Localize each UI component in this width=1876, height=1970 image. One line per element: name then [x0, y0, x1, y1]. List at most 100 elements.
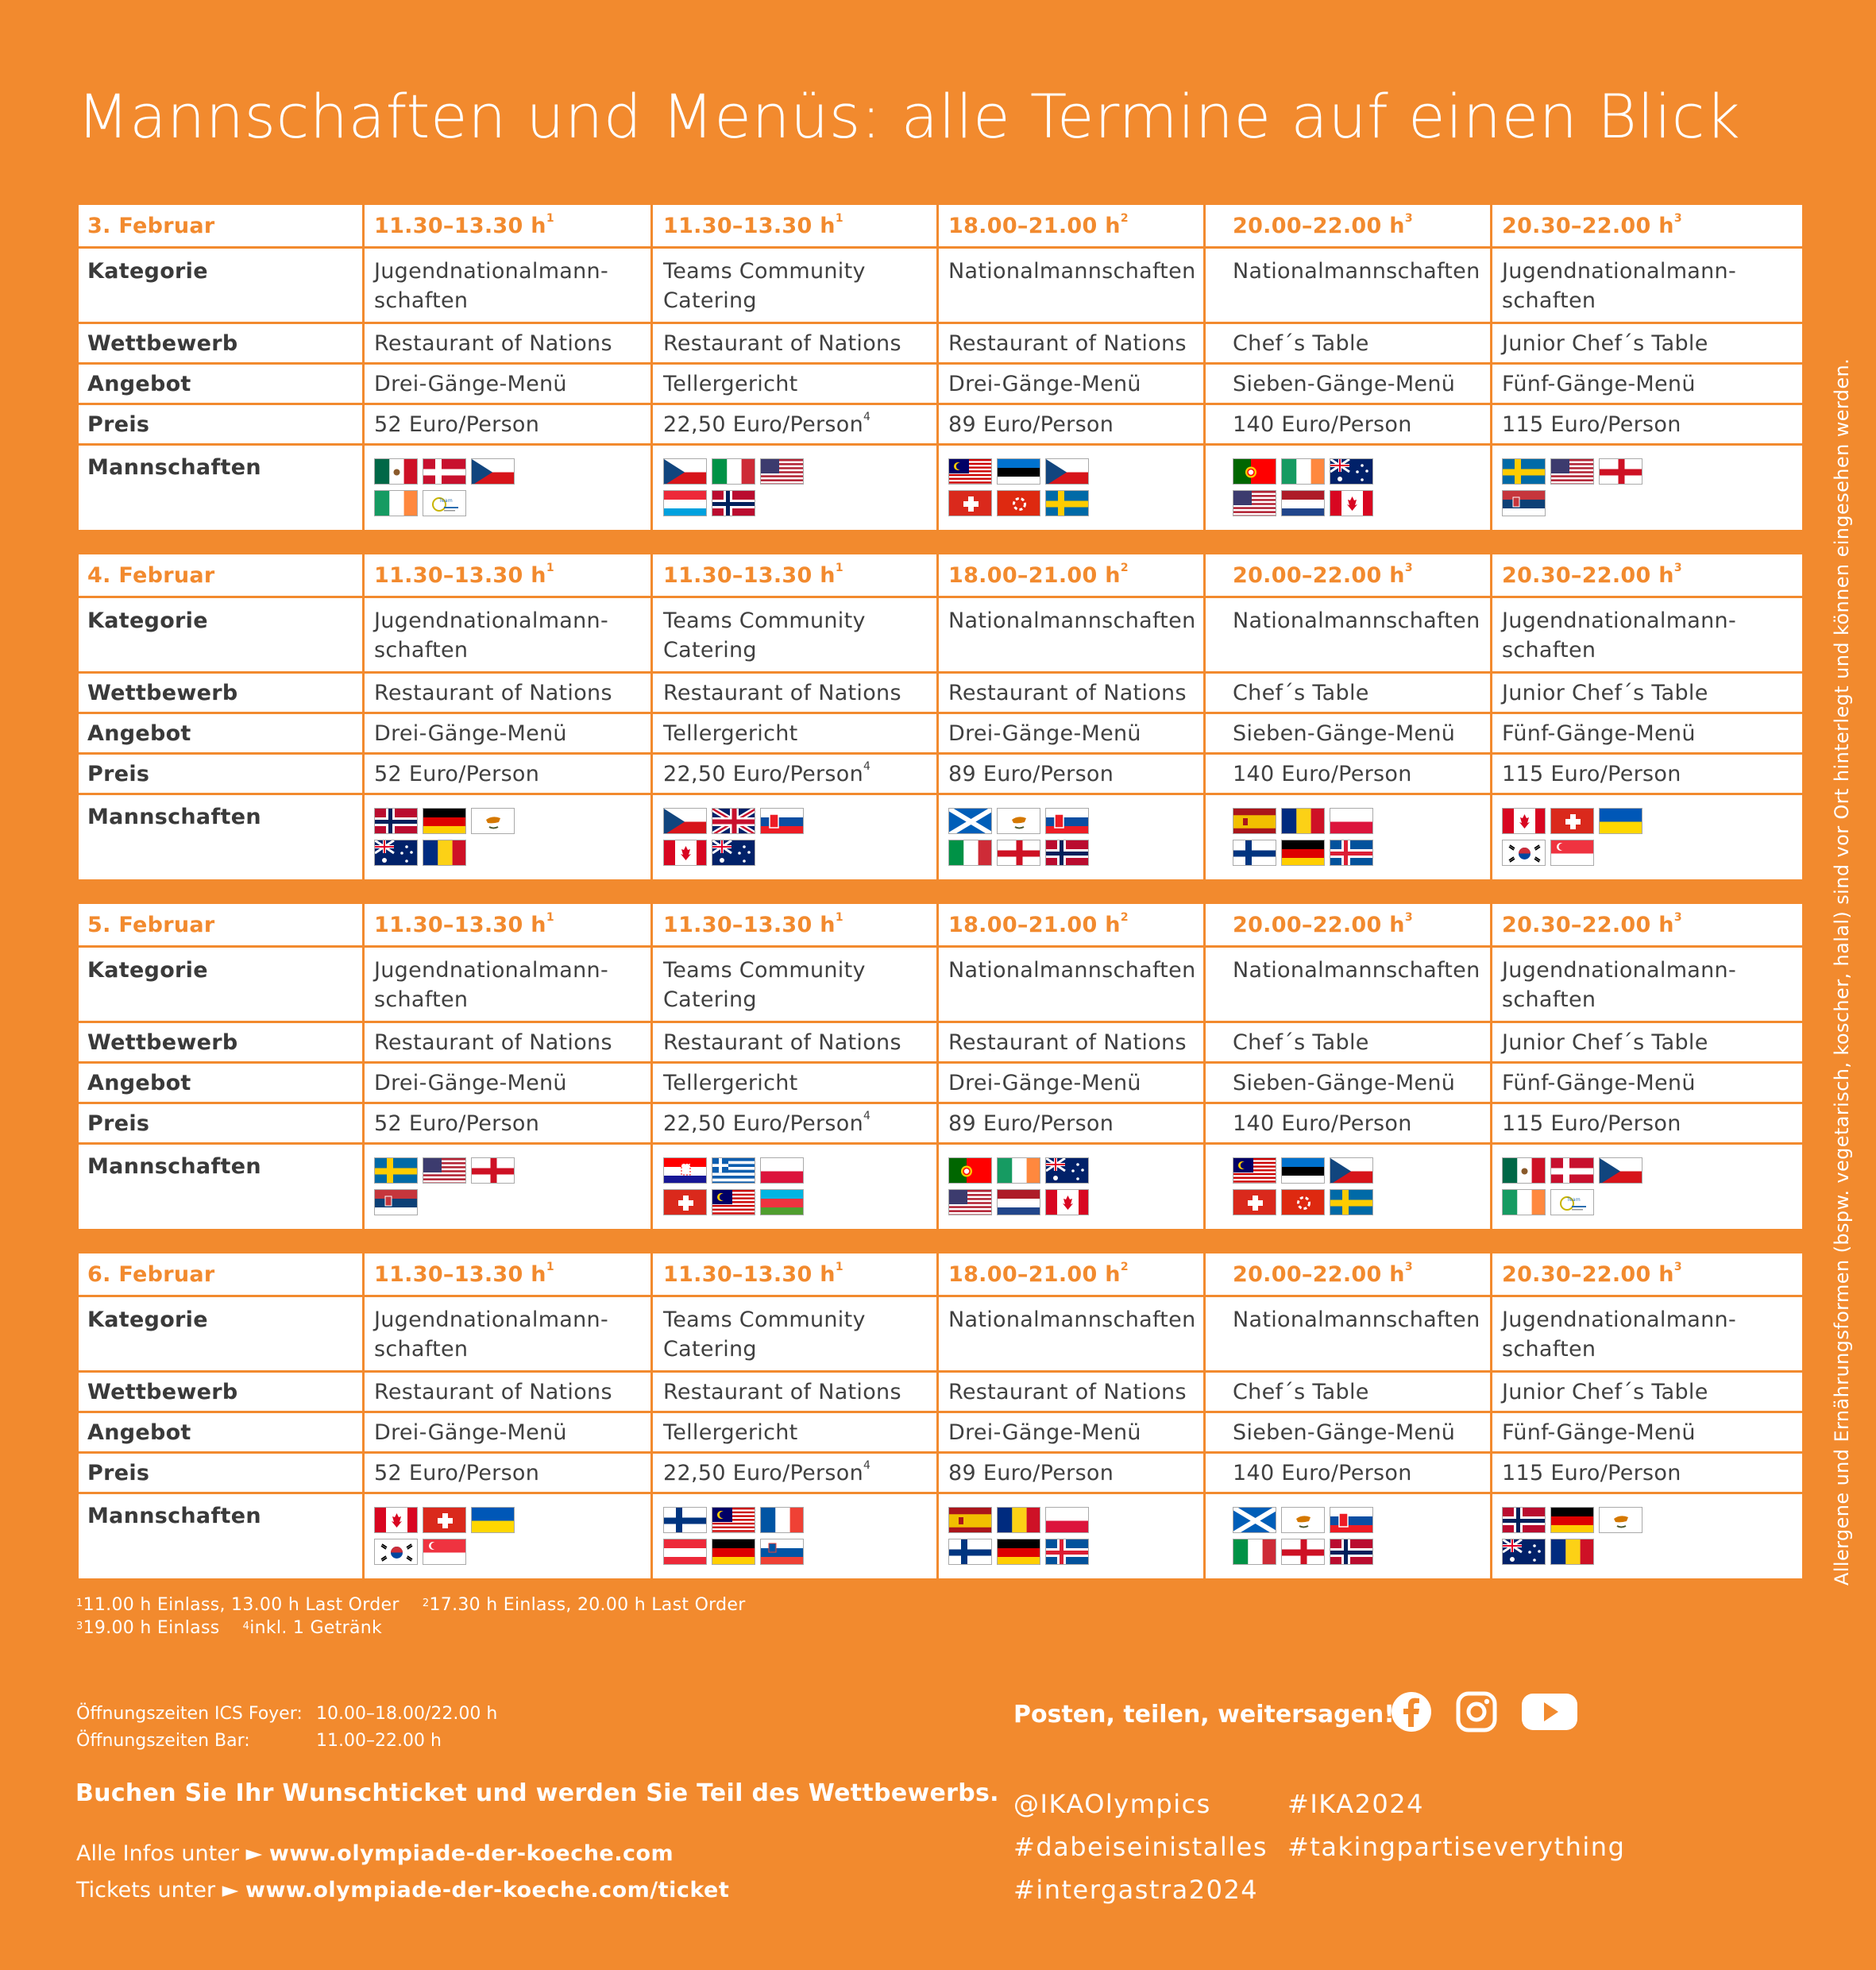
cell-wettbewerb: Junior Chef´s Table	[1490, 322, 1805, 365]
hashtag[interactable]: #IKA2024	[1287, 1789, 1424, 1819]
price-text: 115 Euro/Person	[1502, 1460, 1681, 1485]
cell-wettbewerb: Chef´s Table	[1203, 322, 1492, 365]
cell-preis: 22,50 Euro/Person4	[650, 752, 939, 795]
flag-sweden-icon	[1330, 1189, 1373, 1215]
flag-serbia-icon	[374, 1189, 418, 1215]
flag-poland-icon	[1330, 808, 1373, 834]
flag-sweden-icon	[1045, 490, 1089, 516]
row-wettbewerb: Wettbewerb Restaurant of Nations Restauran…	[76, 671, 1805, 714]
cell-kategorie: Nationalmannschaften	[1203, 945, 1492, 1023]
hashtag[interactable]: @IKAOlympics	[1013, 1789, 1211, 1819]
hashtag[interactable]: #takingpartiseverything	[1287, 1832, 1626, 1862]
cell-angebot: Fünf-Gänge-Menü	[1490, 362, 1805, 405]
cell-mannschaften	[1203, 443, 1492, 532]
cell-preis: 22,50 Euro/Person4	[650, 1451, 939, 1494]
bar-hours-value: 11.00–22.00 h	[316, 1731, 442, 1751]
flag-czech-icon	[1045, 458, 1089, 485]
price-text: 140 Euro/Person	[1233, 1460, 1412, 1485]
flag-switzerland-icon	[948, 490, 992, 516]
day-table: 4. Februar 11.30–13.30 h1 11.30–13.30 h1 18…	[76, 552, 1805, 882]
foyer-hours-value: 10.00–18.00/22.00 h	[316, 1704, 498, 1724]
flag-england-icon	[1281, 1539, 1325, 1565]
cell-wettbewerb: Restaurant of Nations	[936, 1370, 1206, 1413]
flag-canada-icon	[1502, 808, 1546, 834]
time-text: 11.30–13.30 h	[374, 562, 546, 588]
ticket-link[interactable]: www.olympiade-der-koeche.com/ticket	[245, 1878, 730, 1902]
row-label-mannschaften: Mannschaften	[76, 1142, 365, 1231]
row-preis: Preis 52 Euro/Person 22,50 Euro/Person4 89 …	[76, 403, 1805, 446]
cell-mannschaften	[1203, 793, 1492, 882]
row-label-kategorie: Kategorie	[76, 945, 365, 1023]
flag-italy-icon	[1233, 1539, 1276, 1565]
flag-portugal-icon	[948, 1157, 992, 1184]
cell-mannschaften	[650, 1492, 939, 1581]
flag-slovakia-icon	[1330, 1507, 1373, 1533]
time-text: 20.30–22.00 h	[1502, 912, 1674, 937]
flag-switzerland-icon	[423, 1507, 466, 1533]
footnote-mark: 3	[1404, 561, 1413, 574]
row-wettbewerb: Wettbewerb Restaurant of Nations Restauran…	[76, 1021, 1805, 1064]
flag-netherlands-icon	[997, 1189, 1040, 1215]
footnote-mark: 2	[1120, 1260, 1129, 1273]
slot-time: 20.00–22.00 h3	[1203, 552, 1492, 598]
slot-time: 18.00–21.00 h2	[936, 1251, 1206, 1297]
flag-cyprus-icon	[1599, 1507, 1642, 1533]
cell-wettbewerb: Restaurant of Nations	[362, 671, 653, 714]
cell-kategorie: Nationalmannschaften	[1203, 596, 1492, 674]
flag-australia-icon	[1330, 458, 1373, 485]
row-mannschaften: Mannschaften Team	[76, 443, 1805, 532]
hashtag[interactable]: #dabeiseinistalles	[1013, 1832, 1268, 1862]
flag-usa-icon	[948, 1189, 992, 1215]
footnote-mark: 1	[76, 1597, 83, 1609]
row-label-mannschaften: Mannschaften	[76, 1492, 365, 1581]
cell-mannschaften	[1203, 1492, 1492, 1581]
flag-malaysia-icon	[712, 1189, 755, 1215]
cell-angebot: Drei-Gänge-Menü	[936, 1061, 1206, 1104]
booking-callout: Buchen Sie Ihr Wunschticket und werden S…	[75, 1779, 999, 1807]
hashtag[interactable]: #intergastra2024	[1013, 1875, 1259, 1905]
info-label: Alle Infos unter	[76, 1841, 239, 1866]
slot-time: 20.00–22.00 h3	[1203, 203, 1492, 249]
youtube-icon[interactable]	[1520, 1690, 1579, 1733]
svg-text:Team: Team	[438, 498, 453, 504]
time-text: 20.00–22.00 h	[1233, 562, 1405, 588]
slot-time: 11.30–13.30 h1	[650, 203, 939, 249]
facebook-icon[interactable]	[1390, 1690, 1433, 1733]
footnote-mark: 1	[835, 211, 843, 225]
instagram-icon[interactable]	[1455, 1690, 1498, 1733]
flag-netherlands-icon	[1281, 490, 1325, 516]
cell-wettbewerb: Restaurant of Nations	[362, 1370, 653, 1413]
cell-angebot: Sieben-Gänge-Menü	[1203, 712, 1492, 755]
flag-scotland-icon	[1233, 1507, 1276, 1533]
footnote-mark: 1	[835, 1260, 843, 1273]
flag-slovakia-icon	[760, 808, 804, 834]
flag-australia-icon	[712, 840, 755, 866]
cell-angebot: Sieben-Gänge-Menü	[1203, 362, 1492, 405]
cell-mannschaften	[936, 1142, 1206, 1231]
flag-singapore-icon	[423, 1539, 466, 1565]
cell-angebot: Tellergericht	[650, 362, 939, 405]
cell-kategorie: Jugendnationalmann-schaften	[1490, 596, 1805, 674]
cell-mannschaften	[1490, 1492, 1805, 1581]
footnote-mark: 3	[1673, 910, 1682, 924]
cell-kategorie: Jugendnationalmann-schaften	[1490, 246, 1805, 324]
flag-spain-icon	[948, 1507, 992, 1533]
footnote-3: 19.00 h Einlass	[83, 1618, 220, 1638]
cell-angebot: Drei-Gänge-Menü	[362, 1411, 653, 1454]
flag-mexico-icon	[1502, 1157, 1546, 1184]
flag-australia-icon	[374, 840, 418, 866]
cell-mannschaften: Team	[1490, 1142, 1805, 1231]
price-text: 22,50 Euro/Person	[663, 1111, 864, 1136]
slot-time: 11.30–13.30 h1	[362, 203, 653, 249]
price-text: 52 Euro/Person	[374, 1460, 540, 1485]
row-label-kategorie: Kategorie	[76, 596, 365, 674]
flag-germany-icon	[997, 1539, 1040, 1565]
arrow-icon: ►	[245, 1841, 263, 1866]
footnote-1: 11.00 h Einlass, 13.00 h Last Order	[83, 1595, 400, 1615]
row-kategorie: Kategorie Jugendnationalmann-schaften Team…	[76, 596, 1805, 674]
flag-italy-icon	[948, 840, 992, 866]
info-link[interactable]: www.olympiade-der-koeche.com	[268, 1841, 674, 1866]
slot-time: 11.30–13.30 h1	[362, 902, 653, 948]
flag-hong-kong-icon	[997, 490, 1040, 516]
cell-wettbewerb: Chef´s Table	[1203, 671, 1492, 714]
